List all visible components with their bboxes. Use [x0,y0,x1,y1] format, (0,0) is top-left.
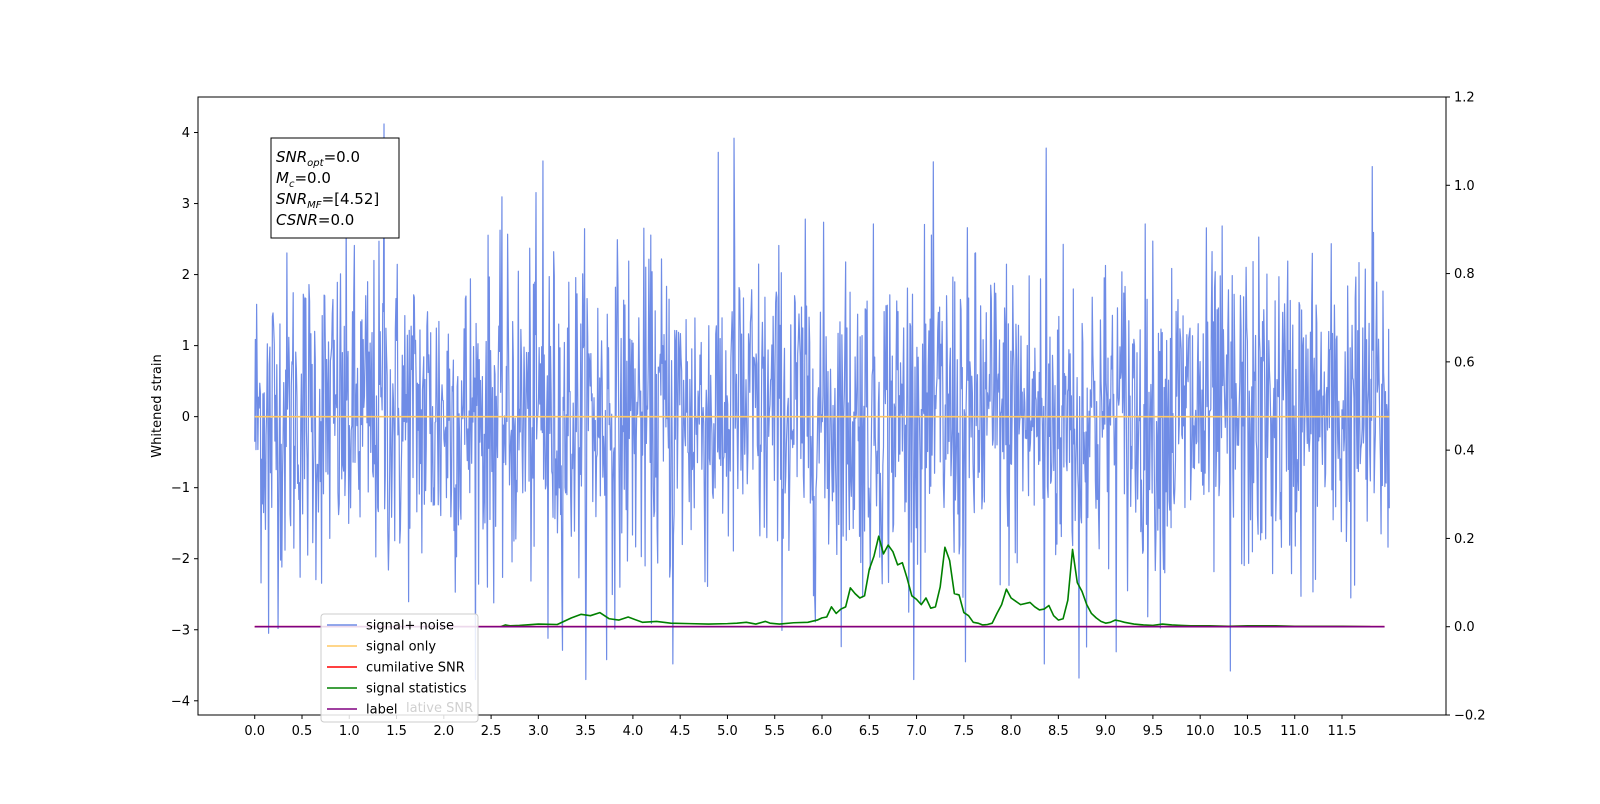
x-tick-label: 0.0 [244,724,265,739]
y2-tick-label: 0.0 [1454,620,1475,635]
x-axis: 0.0 0.5 1.0 1.5 2.0 2.5 3.0 3.5 4.0 4.5 5.0 5.5 6.0 6… [244,715,1356,739]
legend-ghost-text: lative SNR [406,701,473,716]
y-tick-label: −3 [171,623,190,638]
y-tick-label: 3 [182,197,190,212]
y-tick-label: −1 [171,481,190,496]
y2-tick-label: 1.2 [1454,91,1475,106]
x-tick-label: 3.5 [575,724,596,739]
x-tick-label: 1.0 [339,724,360,739]
info-line: SNRMF=[4.52] [276,190,379,211]
x-tick-label: 0.5 [292,724,313,739]
x-tick-label: 3.0 [528,724,549,739]
legend-label: signal statistics [366,682,467,697]
info-box-frame [270,137,400,239]
x-tick-label: 11.0 [1280,724,1309,739]
y-tick-label: 4 [182,126,190,141]
x-tick-label: 10.0 [1186,724,1215,739]
y2-tick-label: 0.4 [1454,444,1475,459]
y-tick-label: −2 [171,552,190,567]
y-tick-label: 1 [182,339,190,354]
y-axis-left: 4 3 2 1 0 −1 −2 −3 −4 [171,126,198,709]
x-tick-label: 6.5 [859,724,880,739]
y-axis-title: Whitened strain [150,354,165,457]
y2-tick-label: −0.2 [1454,709,1486,724]
x-tick-label: 7.0 [906,724,927,739]
series-signal-noise [254,123,1390,681]
info-line: SNRopt=0.0 [276,148,360,169]
x-tick-label: 5.5 [764,724,785,739]
y2-tick-label: 0.2 [1454,532,1475,547]
x-tick-label: 6.0 [812,724,833,739]
y-axis-right: 1.2 1.0 0.8 0.6 0.4 0.2 0.0 −0.2 [1446,91,1486,724]
series-signal-statistics [500,535,1371,628]
y2-tick-label: 0.8 [1454,267,1475,282]
x-tick-label: 9.5 [1143,724,1164,739]
series-layer [254,123,1390,681]
y2-tick-label: 0.6 [1454,355,1475,370]
x-tick-label: 8.5 [1048,724,1069,739]
legend: lative SNR signal+ noise signal only cumila… [320,613,479,723]
x-tick-label: 7.5 [953,724,974,739]
legend-label: label [366,703,397,718]
x-tick-label: 9.0 [1095,724,1116,739]
x-tick-label: 2.5 [481,724,502,739]
legend-label: signal+ noise [366,619,454,634]
y-tick-label: 2 [182,268,190,283]
x-tick-label: 2.0 [433,724,454,739]
x-tick-label: 1.5 [386,724,407,739]
y2-tick-label: 1.0 [1454,179,1475,194]
x-tick-label: 10.5 [1233,724,1262,739]
x-tick-label: 11.5 [1328,724,1357,739]
y-tick-label: 0 [182,410,190,425]
info-line: CSNR=0.0 [276,211,354,229]
x-tick-label: 4.5 [670,724,691,739]
legend-label: cumilative SNR [366,661,465,676]
y-tick-label: −4 [171,694,190,709]
info-line: Mc=0.0 [276,169,331,190]
legend-label: signal only [366,640,436,655]
x-tick-label: 5.0 [717,724,738,739]
x-tick-label: 8.0 [1001,724,1022,739]
x-tick-label: 4.0 [623,724,644,739]
legend-frame [320,613,479,723]
